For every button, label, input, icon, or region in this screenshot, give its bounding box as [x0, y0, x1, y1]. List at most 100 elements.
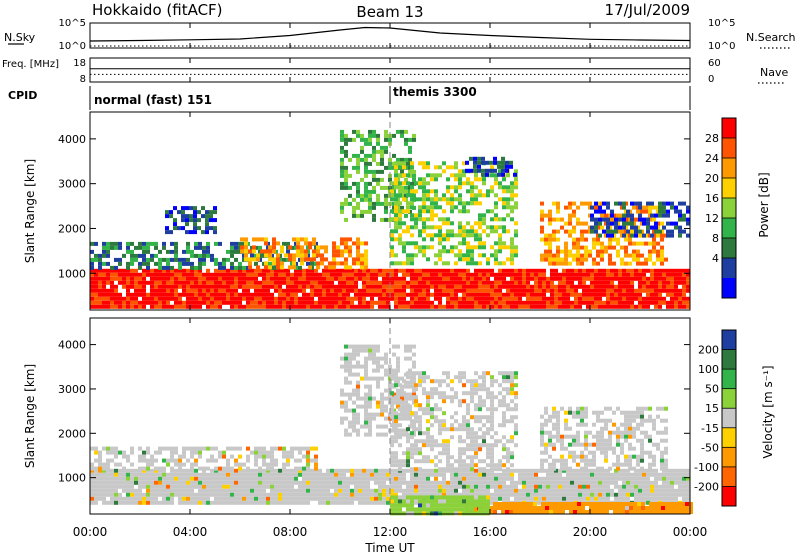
velocity-cells-cell: [574, 468, 578, 473]
velocity-cells-cell: [602, 496, 606, 501]
power-cells-cell: [190, 304, 194, 309]
velocity-cells-cell: [390, 415, 394, 420]
velocity-cells-cell: [102, 488, 106, 493]
cpid-segment-2: themis 3300: [393, 85, 477, 99]
power-cells-cell: [302, 272, 306, 277]
velocity-cells-cell: [344, 432, 348, 437]
power-cells-cell: [550, 276, 554, 281]
power-cells-cell: [94, 253, 98, 258]
velocity-cells-cell: [570, 468, 574, 473]
power-cells-cell: [570, 272, 574, 277]
power-cells-cell: [198, 300, 202, 305]
velocity-cells-cell: [410, 419, 414, 424]
velocity-cells-cell: [666, 496, 670, 501]
power-cells-cell: [126, 265, 130, 270]
power-cells-cell: [348, 265, 352, 270]
power-cells-cell: [360, 177, 364, 182]
velocity-cells-cell: [94, 500, 98, 505]
power-cells-cell: [230, 284, 234, 289]
velocity-cells-cell: [662, 496, 666, 501]
velocity-cells-cell: [454, 492, 458, 497]
power-cells-cell: [610, 296, 614, 301]
power-cells-cell: [510, 249, 514, 254]
power-cells-cell: [662, 276, 666, 281]
velocity-cells-cell: [454, 488, 458, 493]
velocity-cells-cell: [446, 443, 450, 448]
velocity-cells-cell: [422, 443, 426, 448]
velocity-cells-cell: [106, 446, 110, 451]
power-cells-cell: [384, 197, 388, 202]
power-cells-cell: [478, 300, 482, 305]
velocity-cells-cell: [238, 480, 242, 485]
velocity-cells-cell: [214, 476, 218, 481]
velocity-cells-cell: [218, 488, 222, 493]
velocity-cells-cell: [218, 484, 222, 489]
power-cells-cell: [458, 284, 462, 289]
power-cells-cell: [486, 284, 490, 289]
power-cells-cell: [566, 272, 570, 277]
velocity-cells-cell: [606, 488, 610, 493]
velocity-cells-cell: [442, 492, 446, 497]
power-cells-cell: [526, 280, 530, 285]
velocity-cells-cell: [350, 472, 354, 477]
velocity-cells-cell: [434, 484, 438, 489]
velocity-cells-cell: [466, 484, 470, 489]
velocity-cells-cell: [426, 427, 430, 432]
velocity-cells-cell: [626, 488, 630, 493]
velocity-cells-cell: [602, 492, 606, 497]
velocity-cells-cell: [522, 476, 526, 481]
power-cells-cell: [162, 272, 166, 277]
power-cells-cell: [242, 276, 246, 281]
power-cells-cell: [266, 284, 270, 289]
power-cells-cell: [340, 129, 344, 134]
power-cells-cell: [272, 241, 276, 246]
power-cells-cell: [150, 288, 154, 293]
power-cells-cell: [202, 284, 206, 289]
power-cells-cell: [90, 261, 94, 266]
power-cells-cell: [340, 145, 344, 150]
power-cells-cell: [340, 169, 344, 174]
power-cells-cell: [486, 193, 490, 198]
power-cells-cell: [414, 213, 418, 218]
power-cells-cell: [666, 272, 670, 277]
power-cells-cell: [586, 288, 590, 293]
power-cells-cell: [486, 233, 490, 238]
velocity-cells-cell: [622, 492, 626, 497]
power-cells-cell: [368, 137, 372, 142]
velocity-cells-cell: [430, 488, 434, 493]
power-cells-cell: [262, 272, 266, 277]
velocity-cells-cell: [254, 484, 258, 489]
power-cells-cell: [486, 280, 490, 285]
power-cells-cell: [118, 257, 122, 262]
power-cells-cell: [322, 300, 326, 305]
velocity-cells-cell: [430, 480, 434, 485]
velocity-cells-cell: [258, 484, 262, 489]
power-cells-cell: [344, 201, 348, 206]
velocity-cells-cell: [450, 435, 454, 440]
velocity-cells-cell: [298, 488, 302, 493]
power-cells-cell: [250, 276, 254, 281]
velocity-cells-cell: [674, 472, 678, 477]
velocity-cells-cell: [202, 480, 206, 485]
power-cells-cell: [102, 268, 106, 273]
velocity-cells-cell: [118, 468, 122, 473]
velocity-cells-cell: [418, 415, 422, 420]
velocity-cells-cell: [418, 423, 422, 428]
power-cells-cell: [110, 304, 114, 309]
power-cells-cell: [380, 149, 384, 154]
power-cells-cell: [434, 272, 438, 277]
velocity-cells-cell: [254, 454, 258, 459]
velocity-cells-cell: [368, 400, 372, 405]
power-cells-cell: [454, 245, 458, 250]
power-cells-cell: [526, 268, 530, 273]
velocity-cells-cell: [266, 484, 270, 489]
velocity-cells-cell: [356, 392, 360, 397]
power-cells-cell: [402, 261, 406, 266]
velocity-cells-cell: [682, 496, 686, 501]
velocity-cells-cell: [314, 484, 318, 489]
power-cells-cell: [368, 197, 372, 202]
power-cells-cell: [366, 276, 370, 281]
power-cells-cell: [198, 304, 202, 309]
velocity-cells-cell: [370, 500, 374, 505]
power-cells-cell: [660, 221, 664, 226]
